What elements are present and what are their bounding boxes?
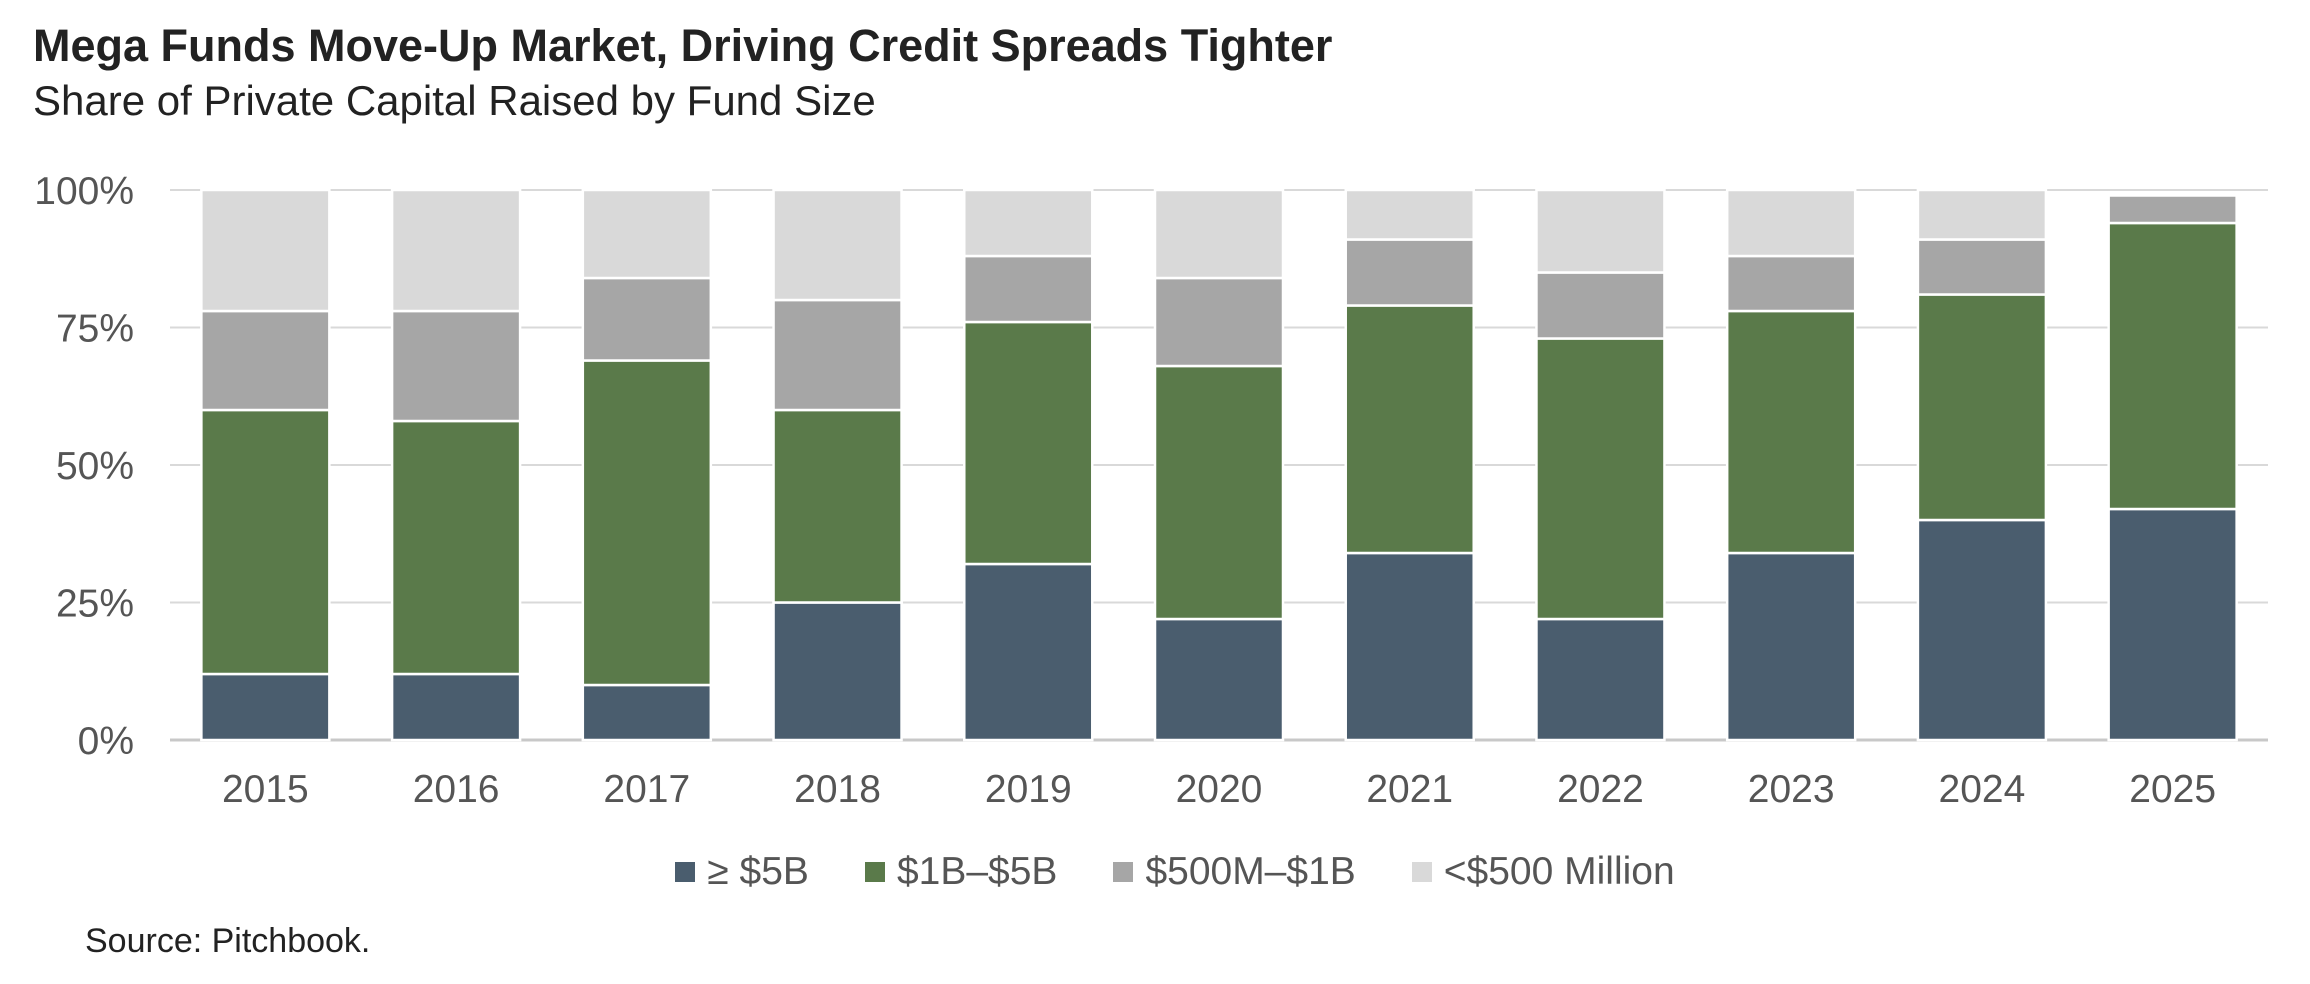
x-tick-label: 2023 [1748, 768, 1835, 811]
bar-segment [1153, 276, 1285, 368]
x-tick-label: 2025 [2129, 768, 2216, 811]
bar-segment [1344, 188, 1475, 241]
x-tick-label: 2022 [1557, 768, 1644, 811]
y-tick-label: 0% [78, 720, 134, 763]
legend-item: ≥ $5B [675, 850, 809, 894]
bar-segment [963, 562, 1094, 742]
legend-label: ≥ $5B [707, 850, 809, 893]
stacked-bar-chart: 0% 25% 50% 75% 100% 2015 2016 2017 2018 2019 2020 2… [34, 170, 2268, 811]
bar-segment [390, 309, 522, 423]
x-tick-label: 2017 [603, 768, 690, 811]
legend-swatch [1113, 862, 1134, 882]
bar-segment [1535, 188, 1666, 274]
bar-segment [1916, 293, 2048, 522]
source-note: Source: Pitchbook. [85, 922, 371, 960]
legend-swatch [864, 862, 885, 882]
y-tick-label: 75% [56, 308, 134, 351]
bar-segment [1153, 364, 1285, 621]
bar-segment [2107, 507, 2238, 742]
bar-segment [1725, 551, 1857, 742]
x-tick-label: 2015 [222, 768, 309, 811]
bar-segment [963, 188, 1094, 258]
legend-label: $1B–$5B [896, 850, 1058, 893]
bar-segment [1535, 271, 1666, 340]
chart-legend: ≥ $5B $1B–$5B $500M–$1B <$500 Million [0, 850, 2310, 894]
bar-segment [1535, 337, 1666, 621]
bar-segment [2107, 221, 2238, 511]
bar-segment [1344, 238, 1475, 307]
x-tick-label: 2018 [794, 768, 881, 811]
bar-segment [200, 408, 331, 676]
chart-subtitle: Share of Private Capital Raised by Fund … [33, 77, 876, 124]
legend-item: $500M–$1B [1113, 850, 1356, 894]
chart-title: Mega Funds Move-Up Market, Driving Credi… [33, 20, 1333, 71]
bar-segment [1916, 188, 2048, 241]
legend-item: $1B–$5B [864, 850, 1058, 894]
x-tick-label: 2019 [985, 768, 1072, 811]
bar-segment [390, 188, 522, 313]
bar-segment [772, 298, 903, 412]
bar-segment [772, 188, 903, 302]
bar-segment [200, 188, 331, 313]
bar-segment [1725, 254, 1857, 313]
bar-segment [581, 683, 713, 742]
legend-label: <$500 Million [1443, 850, 1675, 893]
bar-segment [1344, 551, 1475, 742]
bar-segment [772, 408, 903, 604]
bar-segment [1725, 309, 1857, 555]
bar-segment [1153, 188, 1285, 280]
bar-segment [772, 601, 903, 742]
bar-segment [1153, 617, 1285, 742]
bar-segment [1916, 238, 2048, 296]
x-tick-label: 2016 [413, 768, 500, 811]
x-tick-label: 2021 [1366, 768, 1453, 811]
bar-segment [581, 359, 713, 687]
bar-segment [1535, 617, 1666, 742]
y-tick-label: 100% [34, 170, 134, 213]
bar-segment [390, 419, 522, 676]
y-tick-label: 25% [56, 583, 134, 626]
legend-swatch [675, 862, 696, 882]
bar-segment [200, 309, 331, 412]
bar-segment [390, 672, 522, 742]
bar-segment [581, 276, 713, 362]
legend-swatch [1411, 862, 1432, 882]
bar-segment [1344, 304, 1475, 555]
bar-segment [581, 188, 713, 280]
bar-segment [1725, 188, 1857, 258]
x-tick-label: 2024 [1939, 768, 2026, 811]
bar-segment [2107, 194, 2238, 225]
bar-segment [1916, 518, 2048, 742]
y-tick-label: 50% [56, 445, 134, 488]
bar-segment [200, 672, 331, 742]
x-tick-label: 2020 [1176, 768, 1263, 811]
legend-label: $500M–$1B [1145, 850, 1356, 893]
bar-segment [963, 320, 1094, 566]
bar-segment [963, 254, 1094, 324]
legend-item: <$500 Million [1411, 850, 1675, 894]
